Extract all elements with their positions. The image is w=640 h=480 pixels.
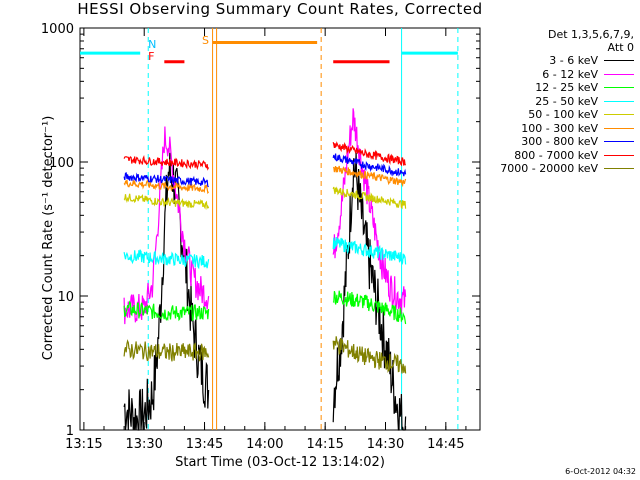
legend-label: 3 - 6 keV xyxy=(549,54,598,68)
series-line-300-800 xyxy=(123,172,209,188)
x-tick-label: 14:00 xyxy=(246,437,283,452)
legend-swatch xyxy=(604,73,634,75)
x-tick-label: 14:30 xyxy=(367,437,404,452)
x-axis-label: Start Time (03-Oct-12 13:14:02) xyxy=(175,455,385,470)
series-line-100-300 xyxy=(332,165,407,188)
series-line-12-25 xyxy=(123,300,210,322)
legend-swatch xyxy=(604,127,634,129)
series-line-100-300 xyxy=(123,179,210,195)
legend-label: 100 - 300 keV xyxy=(521,121,598,135)
annotation-label-s: S xyxy=(202,34,209,47)
annotation-label-f: F xyxy=(148,50,154,63)
series-line-3-6 xyxy=(332,152,407,431)
y-tick-label: 1 xyxy=(66,424,74,439)
series-line-800-7000 xyxy=(332,141,407,167)
series-line-6-12 xyxy=(123,126,210,325)
y-axis-label: Corrected Count Rate (s⁻¹ detector⁻¹) xyxy=(41,115,57,361)
x-tick-label: 14:45 xyxy=(427,437,464,452)
legend-label: 800 - 7000 keV xyxy=(514,148,598,162)
legend-item: 12 - 25 keV xyxy=(474,81,634,95)
series-line-800-7000 xyxy=(123,155,210,171)
legend-item: 25 - 50 keV xyxy=(474,95,634,109)
legend-item: 800 - 7000 keV xyxy=(474,149,634,163)
annotation-label-n: N xyxy=(148,38,156,51)
legend-swatch xyxy=(604,168,634,170)
series-line-300-800 xyxy=(332,153,407,177)
legend: Det 1,3,5,6,7,9, Att 0 3 - 6 keV 6 - 12 k… xyxy=(474,28,634,176)
series-line-3-6 xyxy=(123,152,210,431)
legend-label: 7000 - 20000 keV xyxy=(500,162,598,176)
legend-label: 300 - 800 keV xyxy=(521,135,598,149)
legend-item: 6 - 12 keV xyxy=(474,68,634,82)
x-tick-label: 13:45 xyxy=(186,437,223,452)
legend-label: 25 - 50 keV xyxy=(535,94,598,108)
series-line-25-50 xyxy=(123,248,210,270)
y-tick-label: 1000 xyxy=(41,22,74,37)
legend-swatch xyxy=(604,114,634,116)
legend-swatch xyxy=(604,87,634,89)
legend-item: 300 - 800 keV xyxy=(474,135,634,149)
legend-item: 50 - 100 keV xyxy=(474,108,634,122)
y-tick-label: 10 xyxy=(57,290,74,305)
y-tick-label: 100 xyxy=(49,156,74,171)
legend-item: 100 - 300 keV xyxy=(474,122,634,136)
legend-label: 12 - 25 keV xyxy=(535,81,598,95)
legend-item: 7000 - 20000 keV xyxy=(474,162,634,176)
x-tick-label: 14:15 xyxy=(306,437,343,452)
legend-swatch xyxy=(604,141,634,143)
legend-swatch xyxy=(604,100,634,102)
legend-title-line2: Att 0 xyxy=(607,41,634,54)
plot-frame xyxy=(79,27,481,431)
series-line-6-12 xyxy=(332,108,407,315)
legend-title-line1: Det 1,3,5,6,7,9, xyxy=(547,28,634,41)
timestamp: 6-Oct-2012 04:32 xyxy=(565,467,636,476)
chart-title: HESSI Observing Summary Count Rates, Cor… xyxy=(77,0,483,18)
series-line-12-25 xyxy=(332,290,407,325)
x-tick-label: 13:15 xyxy=(65,437,102,452)
legend-swatch xyxy=(604,60,634,62)
series-line-7000-20000 xyxy=(123,339,210,362)
legend-label: 6 - 12 keV xyxy=(542,67,598,81)
series-line-50-100 xyxy=(123,193,210,210)
legend-label: 50 - 100 keV xyxy=(528,108,598,122)
x-tick-label: 13:30 xyxy=(125,437,162,452)
series-line-25-50 xyxy=(332,236,407,265)
legend-swatch xyxy=(604,154,634,156)
series-line-7000-20000 xyxy=(332,336,407,374)
legend-item: 3 - 6 keV xyxy=(474,54,634,68)
series-line-50-100 xyxy=(332,186,407,210)
